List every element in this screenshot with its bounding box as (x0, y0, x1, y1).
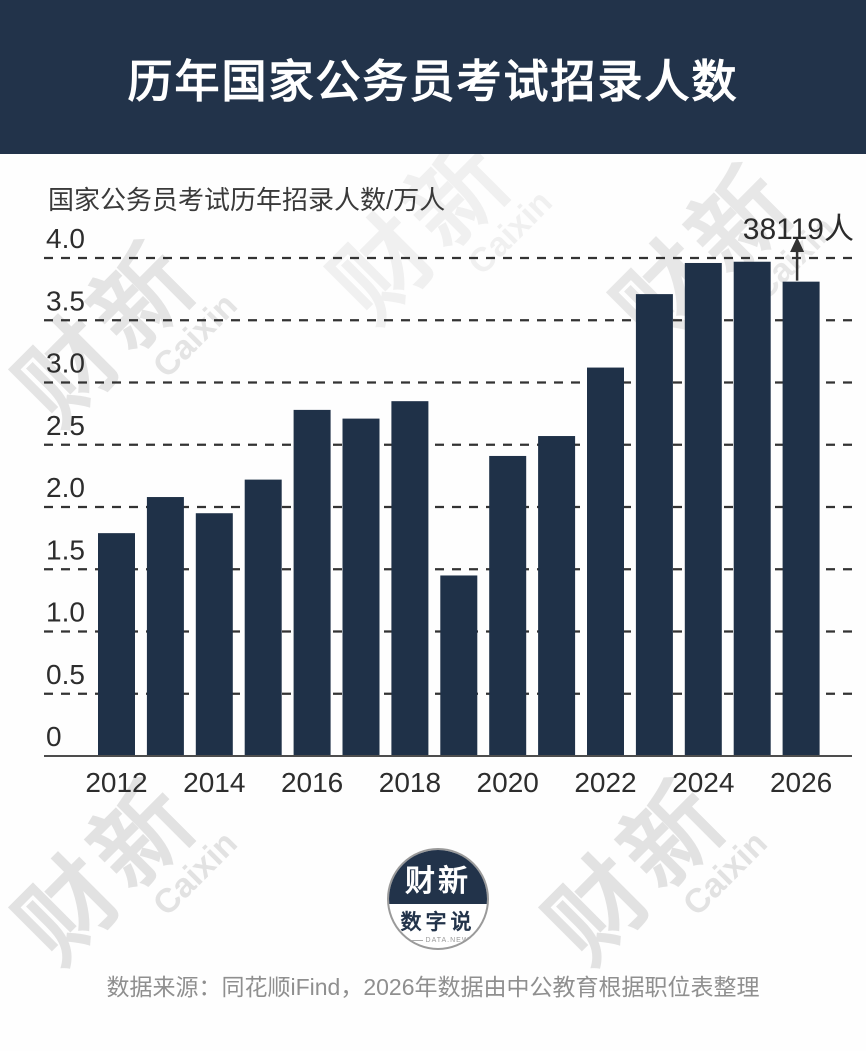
logo-dash (406, 940, 423, 941)
bar-2018 (391, 401, 429, 756)
x-tick-label: 2012 (85, 767, 147, 798)
bar-chart: 0 0.5 1.0 1.5 2.0 2.5 3.0 3.5 4.0 2012 2014 2016 201… (44, 225, 852, 798)
bar-2015 (244, 479, 282, 756)
chart-subtitle: 国家公务员考试历年招录人数/万人 (48, 185, 446, 215)
bar-2013 (146, 497, 184, 756)
caixin-logo: 财新 数字说 DATA.NEW (387, 848, 489, 950)
annotation-arrow-head (790, 237, 805, 252)
bar-2016 (293, 409, 331, 756)
bar-2026 (782, 281, 820, 756)
x-tick-label: 2014 (183, 767, 245, 798)
page-title: 历年国家公务员考试招录人数 (127, 55, 739, 107)
bar-2019 (440, 575, 478, 756)
y-tick-label: 1.5 (46, 534, 85, 565)
bar-2020 (489, 455, 527, 756)
logo-caixin-text: 财新 (389, 850, 487, 904)
y-tick-label: 0 (46, 721, 62, 752)
bar-2021 (538, 436, 576, 756)
bar-2025 (733, 261, 771, 756)
y-tick-label: 4.0 (46, 225, 85, 254)
logo-small-caption: DATA.NEW (389, 937, 487, 944)
x-tick-label: 2024 (672, 767, 734, 798)
y-tick-label: 2.5 (46, 410, 85, 441)
x-tick-label: 2018 (379, 767, 441, 798)
bar-2012 (98, 533, 135, 756)
bar-2014 (195, 513, 233, 756)
y-tick-label: 3.5 (46, 285, 85, 316)
logo-shuzishuo-text: 数字说 (400, 911, 476, 934)
y-tick-label: 0.5 (46, 659, 85, 690)
bar-2017 (342, 418, 380, 756)
y-tick-label: 2.0 (46, 472, 85, 503)
header-banner: 历年国家公务员考试招录人数 (0, 0, 866, 154)
logo-small-text: DATA.NEW (425, 937, 470, 944)
y-tick-label: 3.0 (46, 348, 85, 379)
x-tick-label: 2020 (477, 767, 539, 798)
annotation-label: 38119人 (742, 213, 854, 246)
bar-2024 (684, 262, 722, 756)
x-tick-label: 2026 (770, 767, 832, 798)
x-tick-label: 2016 (281, 767, 343, 798)
source-note: 数据来源：同花顺iFind，2026年数据由中公教育根据职位表整理 (106, 974, 760, 1000)
y-tick-label: 1.0 (46, 597, 85, 628)
x-tick-label: 2022 (574, 767, 636, 798)
bar-2023 (635, 294, 673, 756)
bar-2022 (587, 367, 624, 756)
